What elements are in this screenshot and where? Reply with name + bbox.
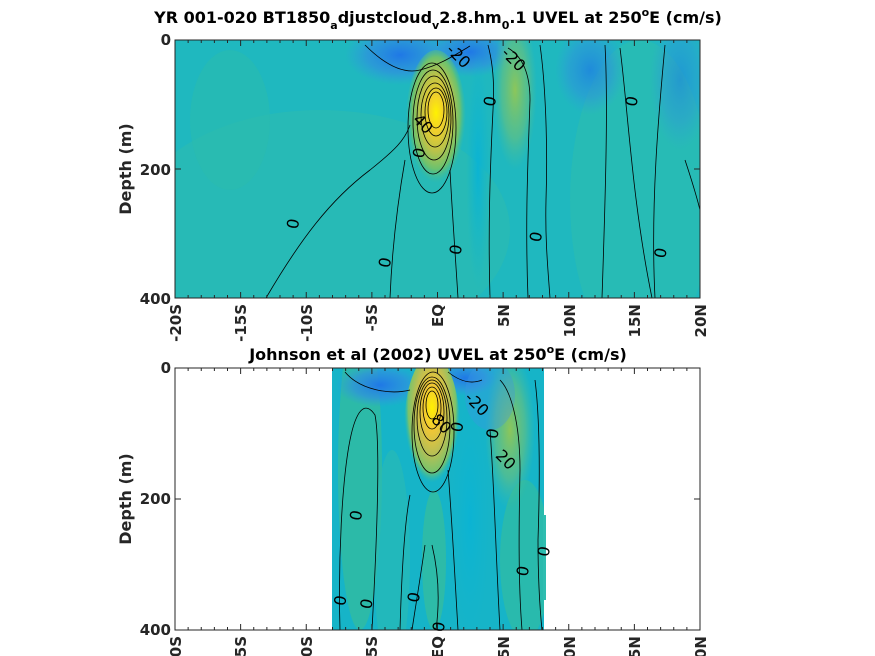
bottom-tick-marks xyxy=(174,367,701,631)
top-ytick-0: 0 xyxy=(161,31,171,49)
bottom-contour-label: 0 xyxy=(534,545,554,558)
bottom-y-ticklabels: 0 200 400 xyxy=(140,359,171,639)
bottom-contours xyxy=(339,371,543,630)
bottom-xtick-10n: 10N xyxy=(561,636,579,656)
bottom-contour-label: 0 xyxy=(346,509,366,522)
bottom-heatmap xyxy=(332,368,544,630)
top-xtick-10s: -10S xyxy=(298,304,316,342)
top-y-ticklabels: 0 200 400 xyxy=(140,31,171,308)
top-xtick-eq: EQ xyxy=(429,304,447,327)
bottom-ylabel: Depth (m) xyxy=(116,453,135,545)
bottom-xtick-eq: EQ xyxy=(429,636,447,656)
bottom-x-ticklabels: -20S -15S -10S -5S EQ 5N 10N 15N 20N xyxy=(167,636,710,656)
bottom-ytick-200: 200 xyxy=(140,490,171,508)
bottom-title: Johnson et al (2002) UVEL at 250oE (cm/s… xyxy=(248,343,627,364)
bottom-contour-label: 0 xyxy=(429,620,449,633)
bottom-xtick-20s: -20S xyxy=(167,636,185,656)
top-contour-label: 0 xyxy=(650,246,670,259)
top-title: YR 001-020 BT1850adjustcloudv2.8.hm0.1 U… xyxy=(153,6,722,32)
bottom-contour-label: 0 xyxy=(330,594,350,607)
bottom-contour-label: 0 xyxy=(482,427,502,440)
bottom-ytick-400: 400 xyxy=(140,621,171,639)
top-ytick-400: 400 xyxy=(140,290,171,308)
bottom-xtick-5s: -5S xyxy=(363,636,381,656)
top-contours xyxy=(265,44,700,298)
bottom-xtick-15s: -15S xyxy=(232,636,250,656)
bottom-contour-label: 0 xyxy=(356,597,376,610)
top-contour-label: 0 xyxy=(526,230,546,243)
top-xtick-20n: 20N xyxy=(692,304,710,337)
top-ytick-200: 200 xyxy=(140,161,171,179)
bottom-xtick-20n: 20N xyxy=(692,636,710,656)
top-tick-marks xyxy=(174,39,701,299)
top-contour-label: 0 xyxy=(480,95,500,108)
top-contour-label: 0 xyxy=(409,146,429,159)
bottom-data-sliver xyxy=(543,515,546,600)
top-xtick-5n: 5N xyxy=(495,304,513,327)
top-xtick-15n: 15N xyxy=(626,304,644,337)
bottom-xtick-5n: 5N xyxy=(495,636,513,656)
top-xtick-5s: -5S xyxy=(363,304,381,331)
bottom-xtick-15n: 15N xyxy=(626,636,644,656)
bottom-contour-label: 0 xyxy=(404,591,424,604)
top-xtick-15s: -15S xyxy=(232,304,250,342)
top-panel: YR 001-020 BT1850adjustcloudv2.8.hm0.1 U… xyxy=(116,6,722,342)
top-xtick-10n: 10N xyxy=(561,304,579,337)
top-contour-label: 0 xyxy=(446,243,466,256)
top-xtick-20s: -20S xyxy=(167,304,185,342)
top-ylabel: Depth (m) xyxy=(116,123,135,215)
top-contour-label: 0 xyxy=(375,256,395,269)
top-heatmap xyxy=(175,40,700,298)
bottom-panel: Johnson et al (2002) UVEL at 250oE (cm/s… xyxy=(116,343,710,656)
bottom-contour-label: 0 xyxy=(513,564,533,577)
top-contour-label: 0 xyxy=(622,95,642,108)
top-contour-label: 0 xyxy=(283,217,303,230)
bottom-xtick-10s: -10S xyxy=(298,636,316,656)
bottom-contour-label: 0 xyxy=(447,420,467,433)
top-x-ticklabels: -20S -15S -10S -5S EQ 5N 10N 15N 20N xyxy=(167,304,710,342)
bottom-ytick-0: 0 xyxy=(161,359,171,377)
